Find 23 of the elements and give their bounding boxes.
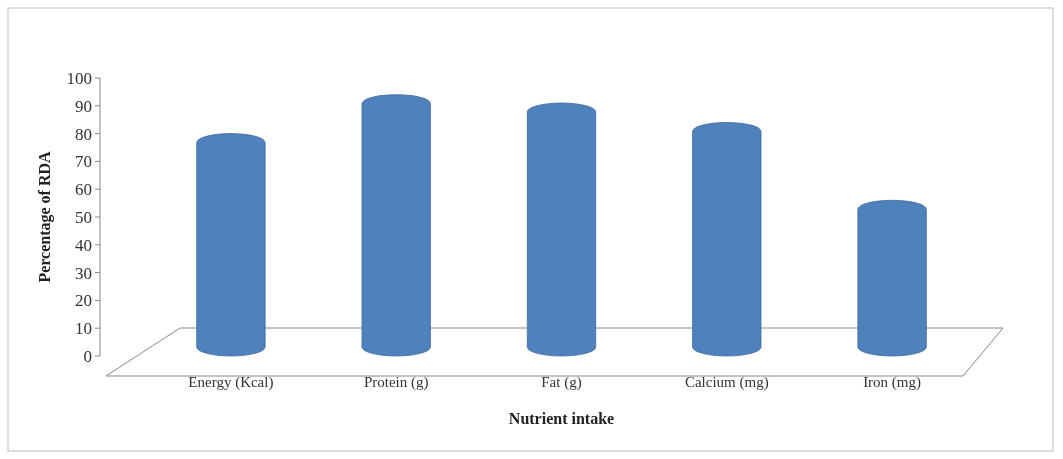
y-tick-label: 40 bbox=[75, 235, 92, 255]
bar bbox=[692, 122, 762, 357]
y-tick-label: 0 bbox=[83, 346, 92, 366]
y-tick-label: 50 bbox=[75, 207, 92, 227]
y-tick-label: 30 bbox=[75, 263, 92, 283]
y-tick-label: 10 bbox=[75, 319, 92, 339]
y-tick-label: 70 bbox=[75, 152, 92, 172]
y-tick-label: 80 bbox=[75, 124, 92, 144]
x-tick-label: Iron (mg) bbox=[863, 374, 922, 391]
y-tick-label: 60 bbox=[75, 180, 92, 200]
bar bbox=[196, 133, 266, 357]
y-tick-label: 20 bbox=[75, 291, 92, 311]
x-tick-label: Energy (Kcal) bbox=[188, 374, 274, 391]
bar bbox=[361, 94, 431, 357]
bar bbox=[857, 199, 927, 357]
bar bbox=[526, 102, 597, 357]
y-tick-label: 90 bbox=[75, 96, 92, 116]
y-tick-label: 100 bbox=[66, 68, 92, 88]
x-tick-label: Protein (g) bbox=[363, 374, 429, 391]
x-tick-label: Fat (g) bbox=[541, 374, 582, 391]
x-tick-label: Calcium (mg) bbox=[684, 374, 769, 391]
y-axis-title: Percentage of RDA bbox=[36, 150, 54, 283]
x-axis-title: Nutrient intake bbox=[508, 410, 615, 427]
